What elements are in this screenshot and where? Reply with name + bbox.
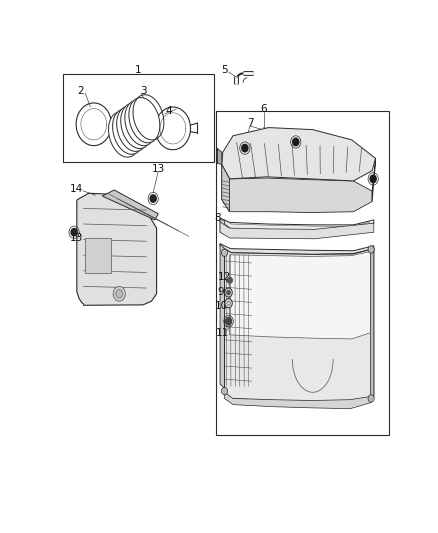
Circle shape [225,288,232,297]
Polygon shape [222,165,372,213]
Circle shape [368,395,374,402]
Circle shape [227,290,230,295]
Polygon shape [143,107,149,112]
Circle shape [293,138,299,146]
Polygon shape [372,158,375,201]
Polygon shape [220,244,374,254]
Polygon shape [224,220,369,231]
Polygon shape [222,165,230,212]
Ellipse shape [113,109,144,154]
Text: 9: 9 [218,287,224,297]
Text: 10: 10 [215,301,228,311]
Circle shape [227,277,232,283]
FancyBboxPatch shape [216,111,389,435]
Text: 7: 7 [247,118,253,128]
Polygon shape [102,190,158,220]
Circle shape [150,195,156,202]
Polygon shape [220,222,374,239]
Text: 12: 12 [218,272,231,282]
Text: 13: 13 [152,164,165,174]
Circle shape [71,229,77,236]
Text: 5: 5 [221,65,228,75]
Polygon shape [77,193,156,305]
FancyBboxPatch shape [63,74,214,163]
Polygon shape [217,148,222,165]
Circle shape [113,286,125,301]
Polygon shape [222,127,375,181]
Circle shape [242,144,248,152]
Polygon shape [220,219,374,229]
Polygon shape [220,244,224,388]
Text: 13: 13 [70,233,84,244]
Text: 8: 8 [214,213,221,223]
Text: 14: 14 [70,184,84,194]
Circle shape [370,175,376,183]
Ellipse shape [129,98,160,143]
FancyBboxPatch shape [85,238,111,273]
Text: 1: 1 [134,65,141,75]
Circle shape [222,387,227,395]
Circle shape [222,249,227,256]
Circle shape [368,246,374,253]
Ellipse shape [121,103,152,149]
Circle shape [116,290,123,298]
Ellipse shape [109,112,139,157]
Text: 2: 2 [77,86,84,95]
Circle shape [226,318,232,325]
Polygon shape [371,246,374,402]
Polygon shape [224,392,371,409]
Ellipse shape [125,100,156,146]
Polygon shape [220,219,224,235]
Text: 4: 4 [165,106,172,116]
Ellipse shape [117,106,148,151]
Circle shape [225,298,232,308]
Text: 11: 11 [216,328,230,338]
Polygon shape [230,252,371,339]
Text: 3: 3 [140,86,146,95]
Polygon shape [224,248,374,402]
Text: 6: 6 [260,104,267,114]
